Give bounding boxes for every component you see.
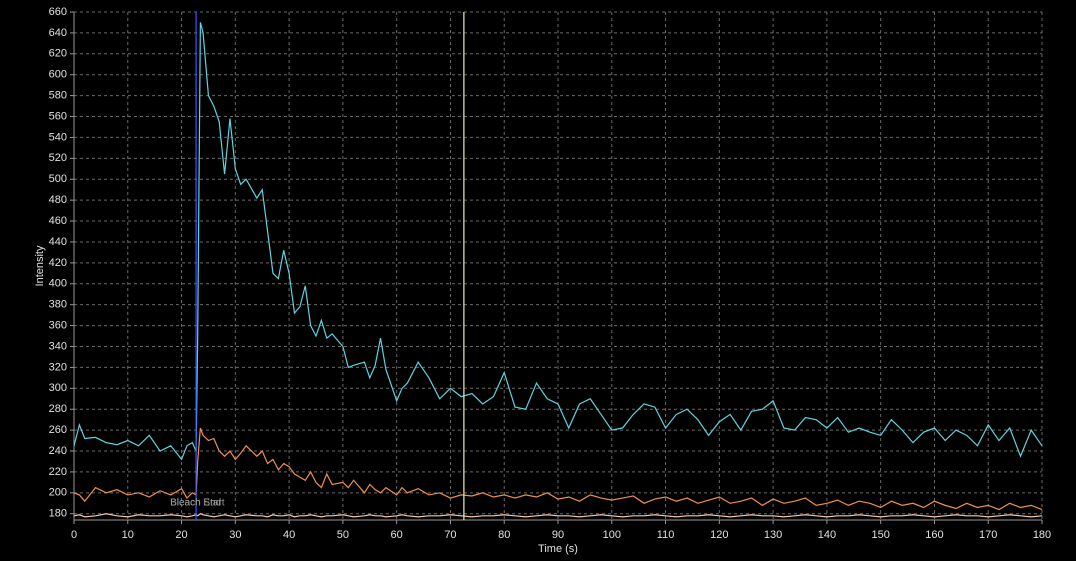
y-tick-label: 660 (49, 6, 67, 18)
x-tick-label: 10 (122, 529, 134, 541)
x-tick-label: 0 (71, 529, 77, 541)
y-tick-label: 620 (49, 48, 67, 60)
series-line (73, 427, 1043, 511)
x-tick-label: 110 (657, 529, 675, 541)
x-tick-label: 130 (764, 529, 782, 541)
y-tick-label: 320 (49, 361, 67, 373)
y-tick-label: 540 (49, 131, 67, 143)
y-tick-label: 340 (49, 340, 67, 352)
y-axis-title: Intensity (34, 245, 46, 286)
y-tick-label: 240 (49, 445, 67, 457)
y-tick-label: 260 (49, 424, 67, 436)
y-tick-label: 300 (49, 382, 67, 394)
y-tick-label: 520 (49, 152, 67, 164)
x-axis-title: Time (s) (538, 543, 578, 555)
y-tick-label: 460 (49, 215, 67, 227)
y-tick-label: 500 (49, 173, 67, 185)
marker-label: Bleach Start (170, 498, 225, 509)
y-tick-label: 200 (49, 487, 67, 499)
y-tick-label: 280 (49, 403, 67, 415)
x-tick-label: 180 (1033, 529, 1051, 541)
x-tick-label: 50 (337, 529, 349, 541)
y-tick-label: 580 (49, 90, 67, 102)
x-tick-label: 90 (552, 529, 564, 541)
series-line (73, 513, 1043, 518)
marker-label: Bleach End (170, 498, 221, 509)
x-tick-label: 120 (710, 529, 728, 541)
y-tick-label: 640 (49, 27, 67, 39)
y-tick-label: 180 (49, 508, 67, 520)
x-tick-label: 30 (229, 529, 241, 541)
y-tick-label: 420 (49, 257, 67, 269)
x-tick-label: 150 (871, 529, 889, 541)
x-tick-label: 70 (444, 529, 456, 541)
y-tick-label: 380 (49, 299, 67, 311)
x-tick-label: 60 (391, 529, 403, 541)
x-tick-label: 40 (283, 529, 295, 541)
y-tick-label: 480 (49, 194, 67, 206)
y-tick-label: 400 (49, 278, 67, 290)
x-tick-label: 140 (818, 529, 836, 541)
y-tick-label: 220 (49, 466, 67, 478)
series-line (73, 22, 1043, 461)
x-tick-label: 170 (979, 529, 997, 541)
y-tick-label: 440 (49, 236, 67, 248)
x-tick-label: 160 (925, 529, 943, 541)
x-tick-label: 100 (603, 529, 621, 541)
x-tick-label: 80 (498, 529, 510, 541)
y-tick-label: 600 (49, 69, 67, 81)
x-tick-label: 20 (175, 529, 187, 541)
y-tick-label: 560 (49, 110, 67, 122)
y-tick-label: 360 (49, 319, 67, 331)
